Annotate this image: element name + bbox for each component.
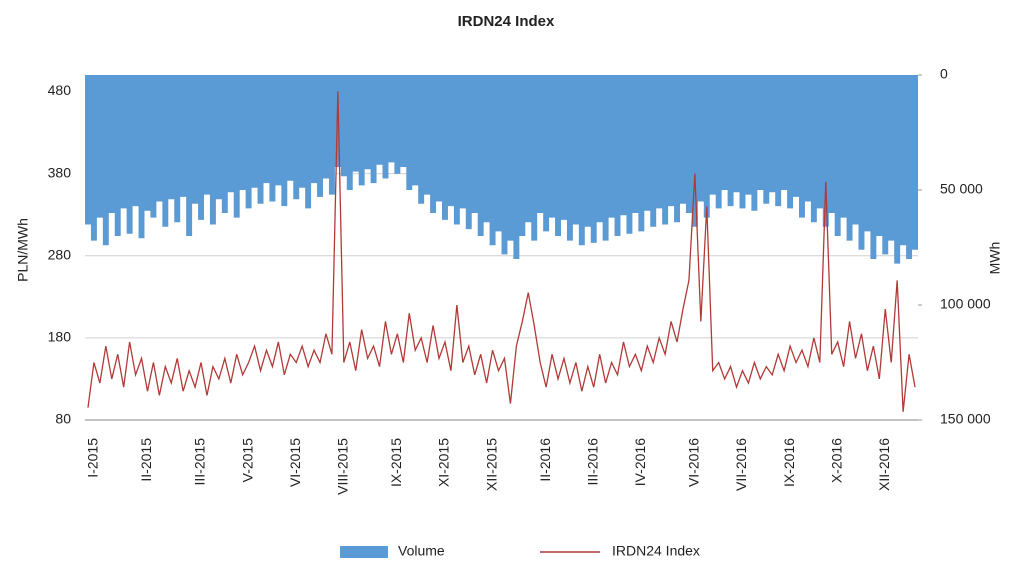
y-tick-label: 80	[55, 411, 71, 427]
y2-axis-label: MWh	[987, 242, 1003, 275]
x-tick-label: I-2015	[85, 438, 101, 478]
x-tick-label: X-2016	[828, 438, 844, 483]
y-tick-label: 380	[48, 164, 72, 180]
x-tick-label: II-2015	[138, 438, 154, 482]
y-axis-label: PLN/MWh	[15, 218, 31, 282]
x-tick-label: III-2016	[584, 438, 600, 486]
y2-tick-label: 0	[940, 66, 948, 82]
y-tick-label: 480	[48, 82, 72, 98]
x-tick-label: V-2015	[239, 438, 255, 483]
x-tick-label: XII-2015	[483, 438, 499, 491]
volume-area	[85, 75, 918, 264]
legend-swatch	[340, 546, 388, 558]
chart-title: IRDN24 Index	[458, 13, 555, 30]
x-tick-label: IX-2016	[781, 438, 797, 487]
y2-tick-label: 150 000	[940, 411, 991, 427]
y-tick-label: 280	[48, 246, 72, 262]
y2-tick-label: 100 000	[940, 296, 991, 312]
legend-label: Volume	[398, 543, 445, 559]
price-line	[87, 91, 916, 412]
x-tick-label: VIII-2015	[335, 438, 351, 495]
x-tick-label: IX-2015	[388, 438, 404, 487]
x-tick-label: IV-2016	[632, 438, 648, 486]
x-tick-label: XII-2016	[876, 438, 892, 491]
x-tick-label: II-2016	[537, 438, 553, 482]
x-tick-label: VI-2016	[686, 438, 702, 487]
x-tick-label: VII-2016	[733, 438, 749, 491]
x-tick-label: III-2015	[192, 438, 208, 486]
x-tick-label: XI-2015	[436, 438, 452, 487]
legend-label: IRDN24 Index	[612, 543, 700, 559]
y2-tick-label: 50 000	[940, 181, 983, 197]
y-tick-label: 180	[48, 329, 72, 345]
x-tick-label: VI-2015	[287, 438, 303, 487]
